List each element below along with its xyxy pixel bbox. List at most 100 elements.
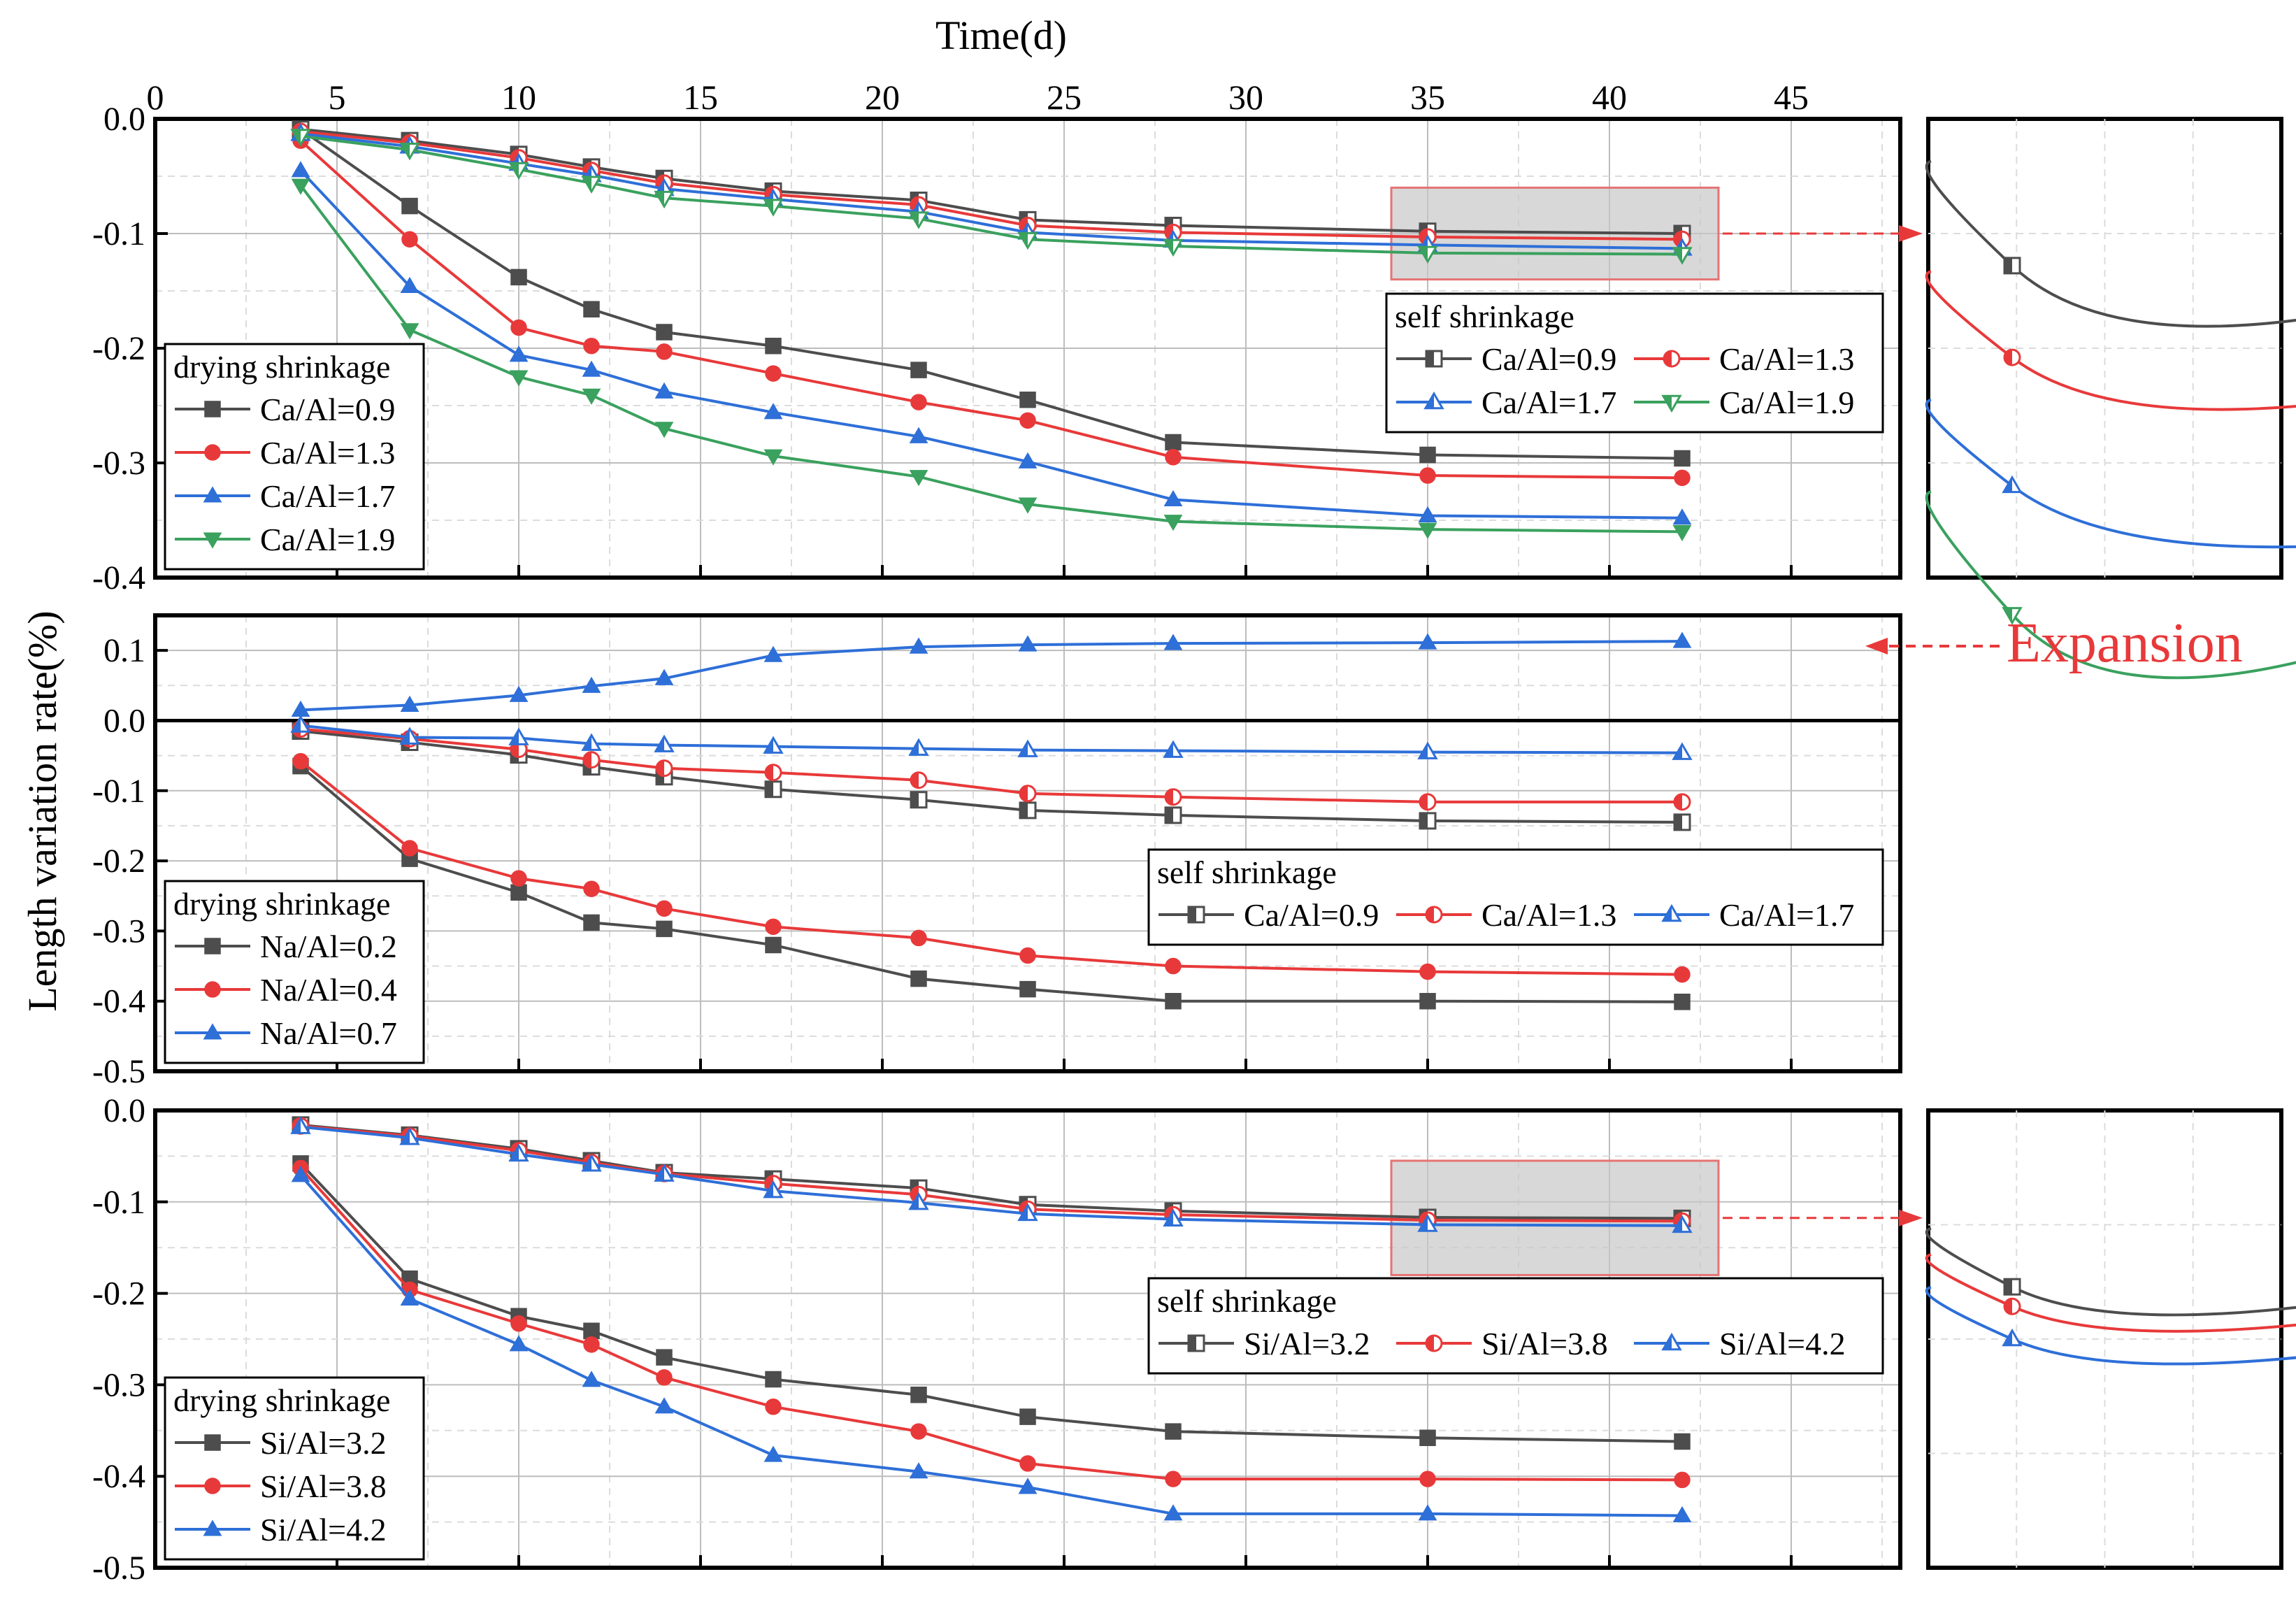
- data-point-half: [910, 212, 919, 227]
- data-point: [583, 301, 600, 317]
- legend-swatch-marker: [204, 981, 221, 998]
- data-point-half: [1019, 233, 1028, 248]
- legend-label: Ca/Al=1.3: [1481, 897, 1616, 933]
- zoom-inset-2: [1925, 1108, 2296, 1570]
- y-tick-label: -0.2: [92, 330, 145, 367]
- data-point: [656, 343, 673, 360]
- data-point: [1674, 993, 1691, 1010]
- legend-box: [1147, 1277, 1884, 1375]
- x-tick-label: 35: [1410, 78, 1445, 117]
- data-point: [910, 1387, 927, 1403]
- legend-title: drying shrinkage: [173, 349, 390, 385]
- legend-label: Ca/Al=1.3: [1719, 341, 1854, 377]
- legend-self: self shrinkage Si/Al=3.2 Si/Al=3.8 Si/Al=4.…: [1147, 1277, 1884, 1375]
- annotations: Expansion: [1865, 613, 2243, 674]
- inset-series: [1925, 1253, 2296, 1333]
- y-tick-label: -0.1: [92, 1184, 145, 1221]
- data-point-half: [584, 752, 591, 768]
- zoom-insets: [1925, 117, 2296, 1570]
- y-tick-label: -0.2: [92, 1275, 145, 1313]
- legend-box: [1147, 848, 1884, 946]
- inset-series-line: [1925, 270, 2296, 411]
- data-point: [1419, 1471, 1436, 1487]
- legend-label: Na/Al=0.2: [260, 929, 397, 964]
- inset-series-line: [1925, 1285, 2296, 1366]
- data-point: [1672, 524, 1692, 541]
- legend-label: Ca/Al=1.9: [1719, 385, 1854, 420]
- legend-swatch-marker-half: [1663, 396, 1672, 411]
- inset-point-half: [2004, 1279, 2012, 1295]
- legend-swatch-marker-half: [1426, 351, 1434, 366]
- data-point-half: [401, 729, 410, 744]
- data-point: [1019, 980, 1036, 998]
- data-point: [583, 914, 600, 931]
- series-ca-al-1-3: [292, 720, 1691, 811]
- legend-label: Si/Al=4.2: [260, 1512, 387, 1547]
- y-tick-label: 0.0: [103, 1092, 145, 1129]
- plot-frame: [153, 1108, 1902, 1570]
- data-point: [765, 337, 782, 355]
- data-point: [1165, 957, 1182, 975]
- data-point: [1674, 1433, 1691, 1450]
- data-point-half: [1165, 807, 1173, 823]
- data-point-half: [910, 1194, 919, 1209]
- data-point-half: [292, 1118, 301, 1133]
- x-tick-label: 30: [1228, 78, 1263, 117]
- data-point: [509, 370, 529, 387]
- data-point: [1418, 522, 1437, 539]
- data-point: [763, 449, 783, 466]
- data-point-half: [764, 199, 773, 215]
- y-tick-label: -0.4: [92, 559, 145, 596]
- y-tick-label: -0.5: [92, 1550, 145, 1587]
- data-point: [509, 685, 529, 702]
- inset-series-line: [1925, 1253, 2296, 1333]
- data-point: [1419, 963, 1436, 980]
- data-point: [909, 1462, 928, 1479]
- series-ca-al-0-9: [292, 121, 1691, 467]
- data-point: [1419, 467, 1436, 484]
- data-point-half: [1165, 789, 1173, 805]
- data-point: [1018, 635, 1038, 652]
- data-point: [910, 929, 927, 947]
- data-point: [910, 394, 927, 410]
- data-point: [401, 231, 418, 248]
- data-point: [763, 1445, 783, 1462]
- data-point: [1674, 469, 1691, 487]
- data-point: [1163, 515, 1183, 531]
- data-point: [582, 388, 601, 405]
- legend-label: Ca/Al=1.7: [1719, 897, 1854, 933]
- legend-drying: drying shrinkage Na/Al=0.2 Na/Al=0.4 Na/Al=…: [164, 880, 425, 1064]
- y-tick-label: -0.4: [92, 1458, 145, 1495]
- legend-swatch-marker-half: [1426, 1336, 1434, 1351]
- data-point: [582, 1371, 601, 1387]
- series-line: [300, 640, 1683, 712]
- data-point: [654, 422, 674, 438]
- data-point: [765, 1371, 782, 1388]
- data-point-half: [766, 764, 773, 780]
- data-point: [1419, 1429, 1436, 1447]
- data-point-half: [655, 1166, 664, 1181]
- data-point-half: [1674, 794, 1682, 810]
- data-point: [510, 269, 527, 286]
- x-axis-title: Time(d): [935, 13, 1067, 58]
- data-point: [1165, 449, 1182, 466]
- y-tick-label: -0.1: [92, 215, 145, 252]
- data-point: [656, 1369, 673, 1386]
- data-point-half: [292, 129, 301, 145]
- data-point: [292, 752, 309, 770]
- legend-swatch-marker-half: [1425, 393, 1434, 408]
- data-point: [909, 637, 928, 654]
- x-tick-label: 15: [683, 78, 718, 117]
- data-point: [291, 161, 310, 178]
- data-point: [1418, 506, 1437, 522]
- legend-drying: drying shrinkage Ca/Al=0.9 Ca/Al=1.3 Ca/Al=…: [164, 343, 425, 571]
- data-point: [765, 936, 782, 954]
- plot-frame: [153, 613, 1902, 1073]
- data-point: [654, 382, 674, 399]
- legend-swatch-marker: [204, 1434, 221, 1451]
- legend-swatch-marker: [204, 1478, 221, 1494]
- data-point-half: [1674, 814, 1682, 830]
- data-point: [1019, 1408, 1036, 1425]
- data-point: [1019, 412, 1036, 429]
- data-point-half: [1673, 744, 1682, 759]
